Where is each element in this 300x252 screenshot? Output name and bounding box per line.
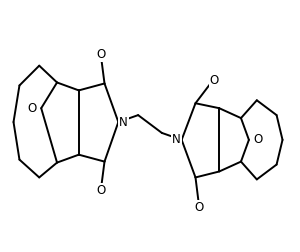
Text: O: O — [195, 201, 204, 214]
Text: O: O — [28, 102, 37, 115]
Text: N: N — [172, 133, 181, 146]
Text: O: O — [96, 184, 105, 197]
Text: N: N — [119, 116, 128, 129]
Text: O: O — [96, 48, 105, 61]
Text: O: O — [210, 74, 219, 87]
Text: O: O — [253, 133, 262, 146]
